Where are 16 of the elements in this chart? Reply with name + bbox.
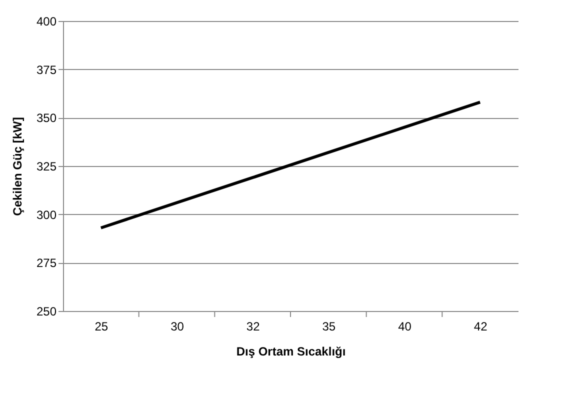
x-tick-label: 40 — [398, 320, 412, 334]
y-tick-label: 400 — [36, 14, 57, 28]
x-tick-label: 35 — [322, 320, 336, 334]
y-tick-label: 375 — [36, 62, 57, 77]
x-axis-title: Dış Ortam Sıcaklığı — [236, 344, 346, 358]
x-tick-label: 25 — [94, 320, 108, 334]
y-tick-label: 350 — [36, 111, 57, 126]
y-tick-label: 325 — [36, 160, 57, 174]
x-tick-label: 32 — [246, 320, 260, 334]
y-tick-label: 300 — [36, 208, 57, 222]
y-tick-label: 250 — [36, 304, 57, 318]
x-tick-label: 30 — [170, 320, 184, 334]
x-tick-label: 42 — [474, 320, 488, 334]
line-series — [99, 100, 482, 230]
y-axis-title: Çekilen Güç [kW] — [10, 117, 24, 216]
y-tick-label: 275 — [36, 256, 57, 270]
